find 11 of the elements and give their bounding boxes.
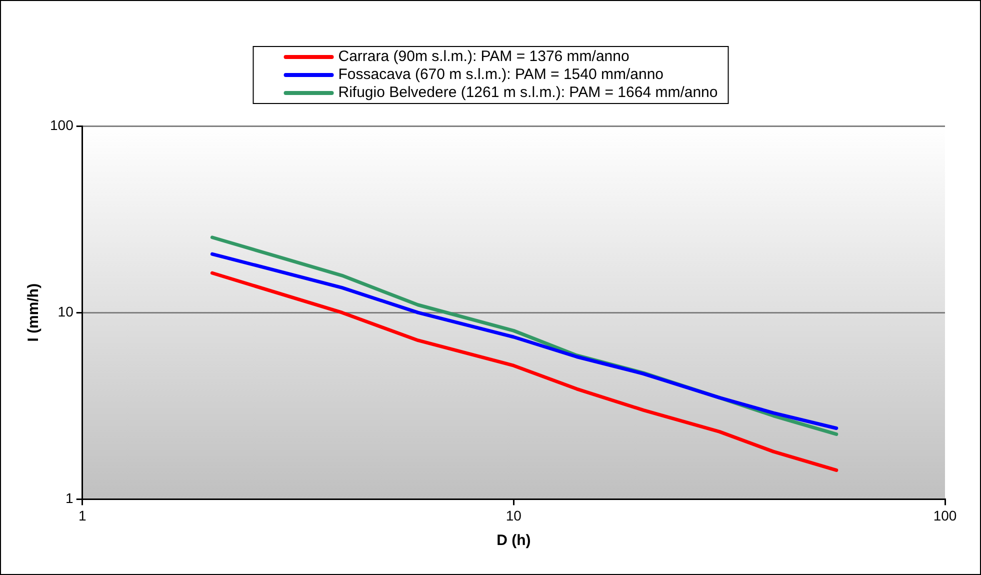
y-axis-title: I (mm/h) <box>25 283 42 342</box>
x-tick-label: 100 <box>933 507 957 524</box>
x-tick-label: 10 <box>506 507 522 524</box>
y-tick-label: 100 <box>50 116 74 133</box>
legend-label: Fossacava (670 m s.l.m.): PAM = 1540 mm/anno <box>338 66 664 84</box>
x-tick-label: 1 <box>78 507 86 524</box>
y-tick-label: 1 <box>66 490 74 506</box>
x-axis-title: D (h) <box>496 532 531 550</box>
legend-label: Rifugio Belvedere (1261 m s.l.m.): PAM = 1664 mm/anno <box>338 84 718 102</box>
y-tick-label: 10 <box>58 303 74 320</box>
legend-label: Carrara (90m s.l.m.): PAM = 1376 mm/anno <box>338 48 630 66</box>
